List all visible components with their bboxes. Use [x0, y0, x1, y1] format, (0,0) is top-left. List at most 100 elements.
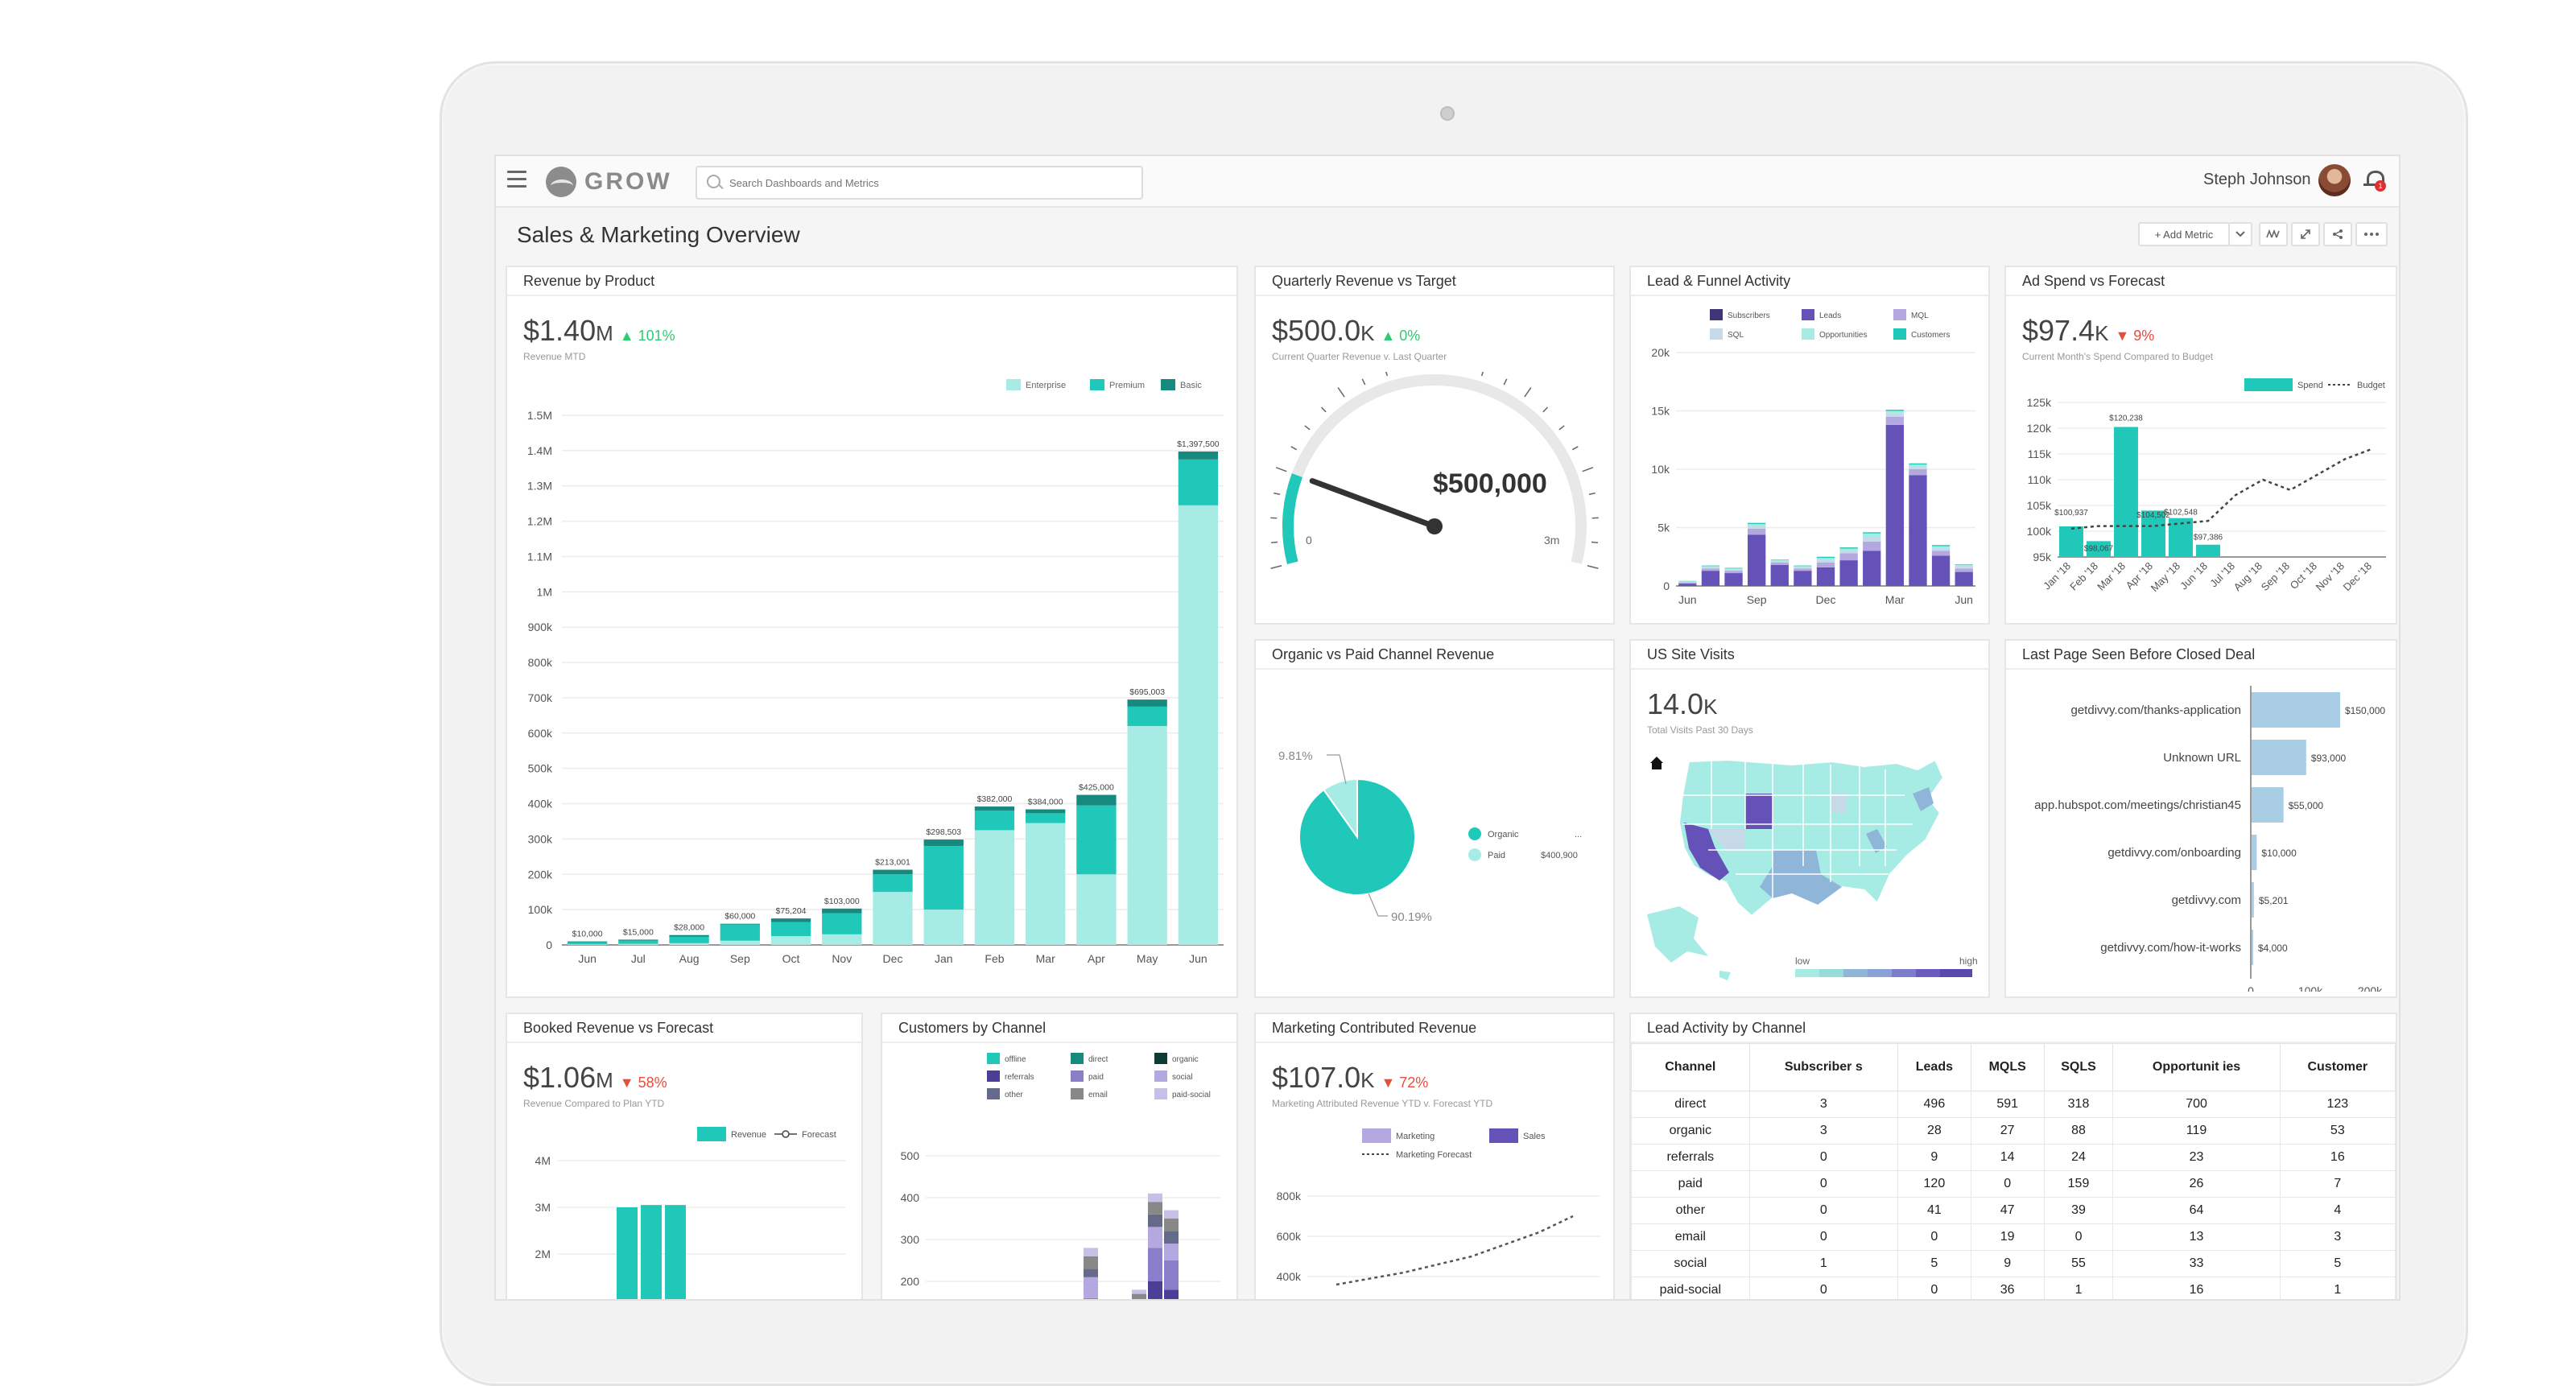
table-cell: 3: [1749, 1118, 1897, 1145]
legend-budget: Budget: [2357, 381, 2385, 390]
bar-segment-opportunities: [1702, 566, 1719, 567]
chevron-down-icon[interactable]: [2228, 222, 2252, 246]
y-tick-label: 10k: [1651, 463, 1670, 476]
organic-paid-panel[interactable]: Organic vs Paid Channel Revenue 9.81% 90…: [1254, 639, 1615, 998]
legend-paid-value: $400,900: [1541, 851, 1578, 860]
table-cell: 0: [1897, 1224, 1971, 1251]
table-cell: 1: [1749, 1251, 1897, 1277]
avatar[interactable]: [2318, 164, 2351, 196]
bar-segment-sql: [1794, 567, 1811, 568]
bar-total-label: $213,001: [875, 858, 910, 868]
bar-segment-leads: [1955, 572, 1973, 586]
expand-icon[interactable]: [2291, 222, 2320, 246]
share-icon[interactable]: [2323, 222, 2352, 246]
kpi-subtitle: Current Quarter Revenue v. Last Quarter: [1272, 351, 1447, 362]
legend-revenue: Revenue: [731, 1130, 766, 1140]
spend-bar: [2059, 526, 2083, 557]
bar-segment-enterprise: [924, 910, 964, 945]
bar-segment-customers: [1863, 532, 1880, 533]
legend-social: social: [1172, 1073, 1193, 1082]
table-cell: 53: [2280, 1118, 2395, 1145]
bar-segment-sql: [1748, 526, 1765, 529]
table-cell: 1: [2044, 1277, 2113, 1301]
gauge-max: 3m: [1544, 534, 1559, 547]
bar-segment-basic: [873, 870, 912, 875]
add-metric-button[interactable]: + Add Metric: [2138, 222, 2230, 246]
legend-paid: Paid: [1488, 851, 1505, 860]
y-tick-label: 3M: [535, 1201, 551, 1214]
bar-segment-mql: [1678, 583, 1696, 584]
lead-funnel-panel[interactable]: Lead & Funnel Activity Subscribers Leads…: [1629, 266, 1990, 625]
bar-segment-enterprise: [1026, 823, 1065, 945]
marketing-revenue-panel[interactable]: Marketing Contributed Revenue $107.0K▼ 7…: [1254, 1013, 1615, 1301]
bar-value-label: $10,000: [2261, 848, 2297, 859]
table-cell: 159: [2044, 1171, 2113, 1198]
channel-bar-segment: [1148, 1215, 1162, 1227]
column-header[interactable]: Subscriber s: [1749, 1044, 1897, 1091]
bell-icon[interactable]: 1: [2363, 169, 2384, 192]
pie-label-paid: 9.81%: [1278, 749, 1313, 763]
gauge-fill: [1288, 476, 1297, 563]
camera-dot: [1440, 106, 1455, 121]
bar-segment-premium: [618, 941, 658, 944]
table-cell: 9: [1971, 1251, 2044, 1277]
column-header[interactable]: Opportunit ies: [2113, 1044, 2280, 1091]
kpi-value: $107.0K▼ 72%: [1272, 1061, 1428, 1095]
legend-organic: Organic: [1488, 830, 1519, 839]
bar-total-label: $15,000: [623, 927, 654, 937]
channel-bar-segment: [1148, 1281, 1162, 1301]
column-header[interactable]: MQLS: [1971, 1044, 2044, 1091]
bar-segment-sql: [1678, 582, 1696, 583]
booked-revenue-panel[interactable]: Booked Revenue vs Forecast $1.06M▼ 58% R…: [506, 1013, 863, 1301]
table-cell: 9: [1897, 1145, 1971, 1171]
y-tick-label: 300: [901, 1233, 920, 1246]
pie-leader-line: [1327, 755, 1346, 784]
ad-spend-chart: Spend Budget 95k100k105k110k115k120k125k…: [2006, 372, 2396, 613]
bar-segment-leads: [1863, 551, 1880, 587]
legend-sql: SQL: [1728, 331, 1744, 340]
gauge-tick: [1482, 372, 1484, 376]
home-icon: [1650, 757, 1663, 769]
x-tick-label: 0: [2248, 984, 2254, 992]
bar-segment-leads: [1724, 573, 1742, 586]
kpi-value: 14.0K: [1647, 687, 1717, 721]
bar-segment-premium: [1076, 806, 1116, 875]
y-tick-label: 900k: [528, 621, 553, 633]
tv-mode-icon[interactable]: [2259, 222, 2288, 246]
quarterly-revenue-panel[interactable]: Quarterly Revenue vs Target $500.0K▲ 0% …: [1254, 266, 1615, 625]
spend-label: $102,548: [2164, 509, 2198, 518]
y-tick-label: 400k: [528, 798, 553, 811]
search-box[interactable]: [696, 166, 1143, 200]
column-header[interactable]: SQLS: [2044, 1044, 2113, 1091]
bar-segment-sql: [1909, 467, 1926, 469]
bar-segment-sql: [1724, 570, 1742, 571]
hamburger-menu-icon[interactable]: [507, 171, 526, 188]
us-site-visits-panel[interactable]: US Site Visits 14.0K Total Visits Past 3…: [1629, 639, 1990, 998]
bar-segment-basic: [1179, 452, 1218, 460]
logo[interactable]: GROW: [546, 166, 672, 198]
more-options-icon[interactable]: [2355, 222, 2388, 246]
x-tick-label: Jun: [578, 952, 597, 965]
last-page-panel[interactable]: Last Page Seen Before Closed Deal getdiv…: [2004, 639, 2397, 998]
column-header[interactable]: Channel: [1632, 1044, 1750, 1091]
x-tick-label: 200k: [2358, 984, 2383, 992]
y-tick-label: 5k: [1657, 522, 1670, 534]
x-tick-label: May: [1137, 952, 1158, 965]
x-tick-label: Mar: [1885, 593, 1905, 606]
ad-spend-panel[interactable]: Ad Spend vs Forecast $97.4K▼ 9% Current …: [2004, 266, 2397, 625]
search-input[interactable]: [728, 172, 1133, 193]
revenue-by-product-panel[interactable]: Revenue by Product $1.40M▲ 101% Revenue …: [506, 266, 1238, 998]
bar-segment-basic: [822, 909, 861, 914]
table-cell: 33: [2113, 1251, 2280, 1277]
channel-bar-segment: [1164, 1289, 1179, 1301]
user-name[interactable]: Steph Johnson: [2203, 171, 2310, 189]
bar-segment-leads: [1702, 571, 1719, 586]
column-header[interactable]: Customer: [2280, 1044, 2395, 1091]
bar-total-label: $60,000: [724, 912, 755, 922]
column-header[interactable]: Leads: [1897, 1044, 1971, 1091]
